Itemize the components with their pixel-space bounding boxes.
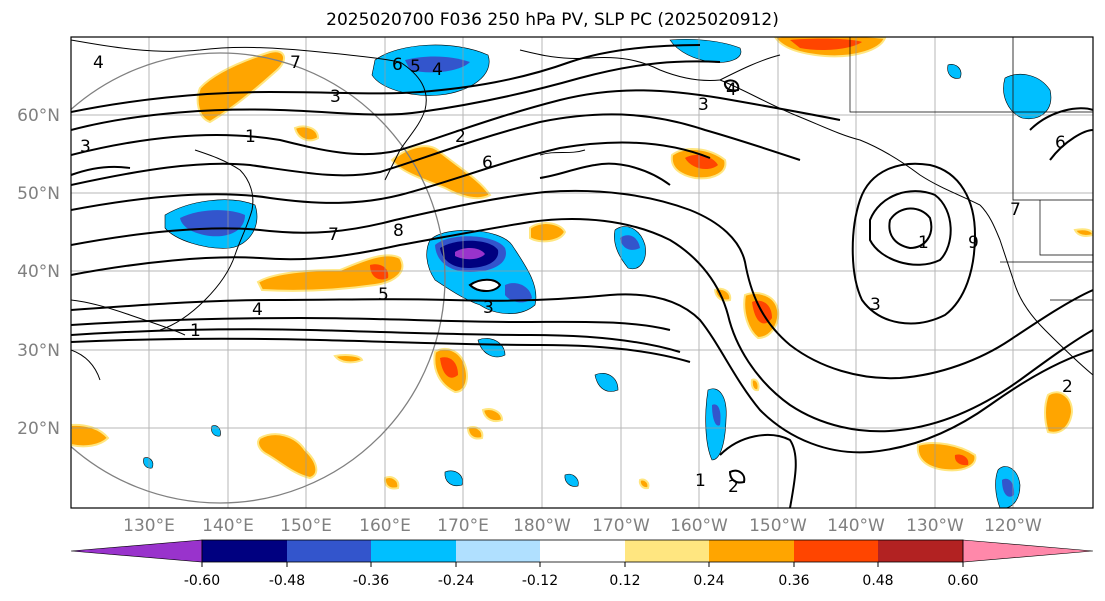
borders bbox=[849, 37, 1093, 301]
colorbar-tick-label: 0.60 bbox=[947, 573, 978, 589]
contour-label: 9 bbox=[968, 233, 979, 253]
contour-label: 4 bbox=[726, 80, 737, 100]
contour-label: 4 bbox=[432, 60, 443, 80]
lon-label: 160°E bbox=[359, 516, 411, 536]
contour-label: 1 bbox=[245, 127, 256, 147]
contour-label: 1 bbox=[695, 471, 706, 491]
lon-label: 150°W bbox=[749, 516, 807, 536]
contour-label: 5 bbox=[378, 285, 389, 305]
contour-label: 7 bbox=[290, 53, 301, 73]
lon-label: 130°E bbox=[123, 516, 175, 536]
colorbar: -0.60 -0.48 -0.36 -0.24 -0.12 0.12 0.24 … bbox=[70, 539, 1094, 589]
radius-circle bbox=[71, 52, 446, 504]
lon-label: 130°W bbox=[906, 516, 964, 536]
colorbar-tick-label: 0.48 bbox=[862, 573, 893, 589]
lon-label: 160°W bbox=[670, 516, 728, 536]
lat-label: 40°N bbox=[17, 262, 60, 282]
lat-label: 50°N bbox=[17, 184, 60, 204]
map-title: 2025020700 F036 250 hPa PV, SLP PC (2025… bbox=[326, 10, 779, 30]
contour-label: 1 bbox=[918, 233, 929, 253]
contour-label: 6 bbox=[392, 55, 403, 75]
contour-label: 4 bbox=[252, 300, 263, 320]
colorbar-bin bbox=[794, 540, 878, 562]
pv-anomaly-fills bbox=[71, 37, 1093, 508]
colorbar-bin bbox=[625, 540, 709, 562]
contour-label: 3 bbox=[330, 87, 341, 107]
colorbar-bin bbox=[540, 540, 625, 562]
lat-label: 20°N bbox=[17, 419, 60, 439]
colorbar-bin bbox=[202, 540, 287, 562]
lon-label: 140°W bbox=[827, 516, 885, 536]
colorbar-tick-label: -0.12 bbox=[522, 573, 558, 589]
contour-label: 2 bbox=[455, 127, 466, 147]
lon-label: 170°W bbox=[592, 516, 650, 536]
lat-label: 60°N bbox=[17, 106, 60, 126]
colorbar-tick-label: 0.12 bbox=[609, 573, 640, 589]
contour-label: 4 bbox=[93, 53, 104, 73]
colorbar-tick-label: -0.24 bbox=[438, 573, 474, 589]
contour-label: 1 bbox=[190, 321, 201, 341]
colorbar-tick-label: 0.36 bbox=[778, 573, 809, 589]
colorbar-bin bbox=[709, 540, 794, 562]
contour-labels: 4 7 3 6 5 4 3 4 1 2 6 3 7 8 1 5 4 3 1 9 bbox=[80, 53, 1073, 497]
lon-label: 140°E bbox=[202, 516, 254, 536]
colorbar-bin bbox=[287, 540, 371, 562]
colorbar-bin bbox=[878, 540, 963, 562]
lon-label: 150°E bbox=[280, 516, 332, 536]
lat-label: 30°N bbox=[17, 341, 60, 361]
contour-label: 3 bbox=[483, 298, 494, 318]
coastlines bbox=[71, 39, 1093, 381]
contour-label: 6 bbox=[482, 153, 493, 173]
colorbar-bin bbox=[456, 540, 540, 562]
contour-label: 3 bbox=[870, 295, 881, 315]
lon-label: 120°W bbox=[984, 516, 1042, 536]
contour-label: 8 bbox=[393, 221, 404, 241]
contour-label: 6 bbox=[1055, 133, 1066, 153]
slp-contours bbox=[71, 44, 1093, 508]
map-panel: 4 7 3 6 5 4 3 4 1 2 6 3 7 8 1 5 4 3 1 9 bbox=[70, 36, 1094, 509]
colorbar-tick-label: 0.24 bbox=[693, 573, 724, 589]
contour-label: 2 bbox=[728, 477, 739, 497]
contour-label: 2 bbox=[1062, 377, 1073, 397]
colorbar-tick-label: -0.36 bbox=[353, 573, 389, 589]
colorbar-extend-right bbox=[962, 539, 1094, 563]
contour-label: 7 bbox=[328, 225, 339, 245]
colorbar-tick-label: -0.60 bbox=[184, 573, 220, 589]
contour-label: 5 bbox=[410, 57, 421, 77]
contour-label: 7 bbox=[1010, 200, 1021, 220]
colorbar-extend-left bbox=[70, 539, 203, 563]
lon-label: 180°W bbox=[513, 516, 571, 536]
latitude-labels: 60°N 50°N 40°N 30°N 20°N bbox=[17, 106, 60, 439]
contour-label: 3 bbox=[80, 137, 91, 157]
colorbar-tick-label: -0.48 bbox=[269, 573, 305, 589]
contour-label: 3 bbox=[698, 95, 709, 115]
colorbar-bin bbox=[371, 540, 456, 562]
lon-label: 170°E bbox=[437, 516, 489, 536]
longitude-labels: 130°E 140°E 150°E 160°E 170°E 180°W 170°… bbox=[123, 516, 1042, 536]
